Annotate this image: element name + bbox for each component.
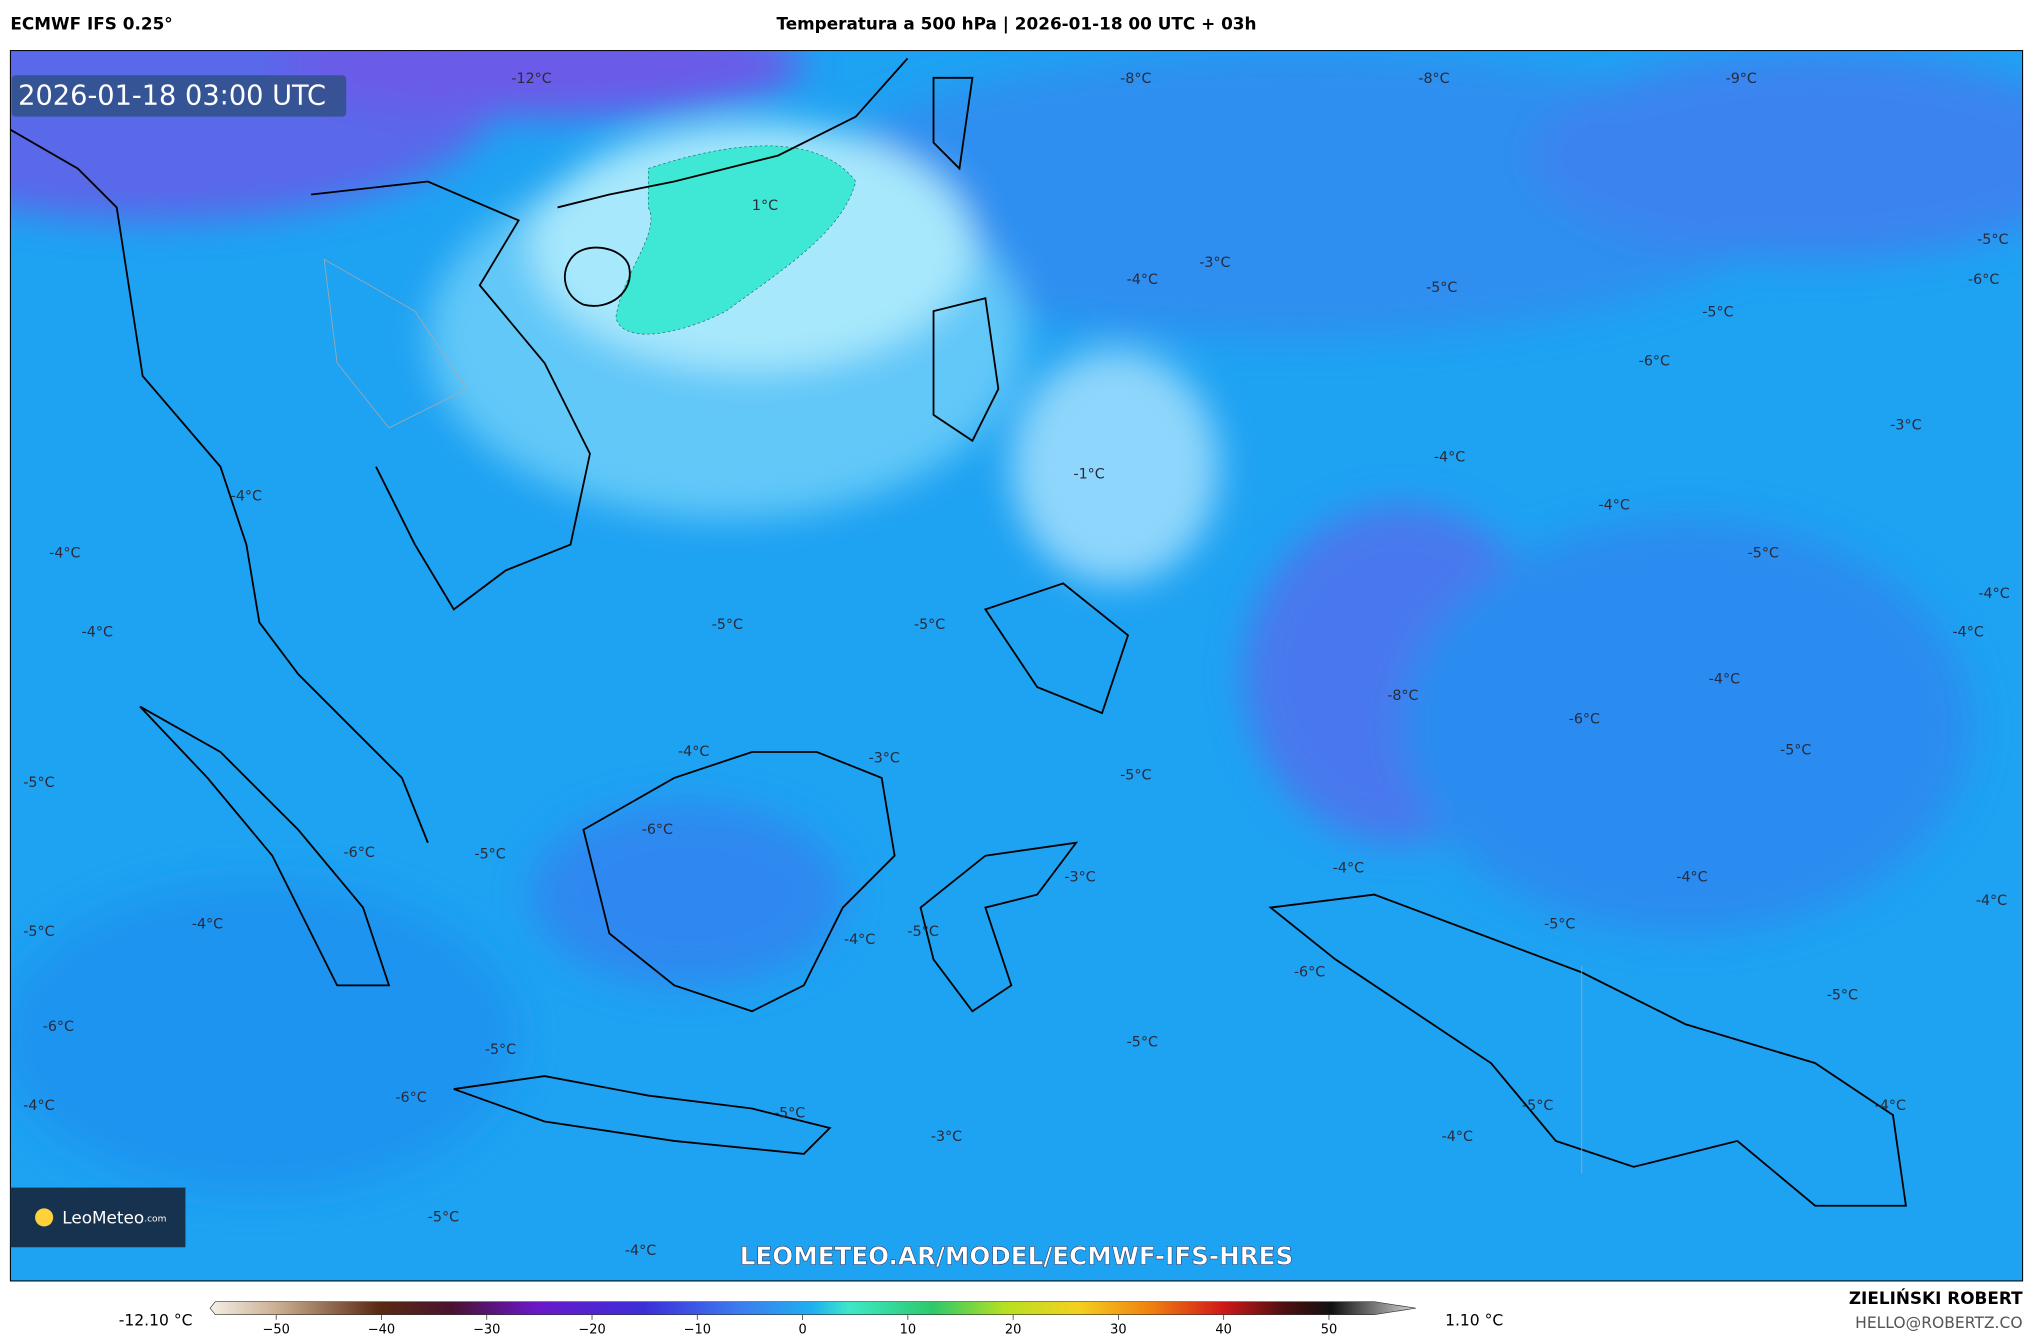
temperature-label: -4°C bbox=[1127, 272, 1158, 288]
temperature-label: -5°C bbox=[1120, 767, 1151, 783]
temperature-label: -5°C bbox=[1544, 916, 1575, 932]
temperature-label: -3°C bbox=[931, 1129, 962, 1145]
temperature-label: -5°C bbox=[23, 924, 54, 940]
colorbar-min: -12.10 °C bbox=[119, 1312, 193, 1330]
temperature-label: -5°C bbox=[485, 1042, 516, 1058]
temperature-label: -6°C bbox=[1639, 354, 1670, 370]
map-frame bbox=[9, 50, 2024, 1282]
temperature-label: -5°C bbox=[23, 775, 54, 791]
colorbar-tick-label: 30 bbox=[1110, 1323, 1126, 1338]
timestamp: 2026-01-18 03:00 UTC bbox=[18, 81, 326, 112]
temperature-label: -6°C bbox=[395, 1090, 426, 1106]
temperature-label: -6°C bbox=[1294, 964, 1325, 980]
temperature-label: -5°C bbox=[428, 1209, 459, 1225]
colorbar-tick-label: 40 bbox=[1215, 1323, 1231, 1338]
temperature-label: -3°C bbox=[1064, 870, 1095, 886]
temperature-label: -4°C bbox=[231, 489, 262, 505]
colorbar-bar bbox=[209, 1301, 1416, 1315]
email: HELLO@ROBERTZ.CO bbox=[1855, 1314, 2022, 1332]
colorbar-tick-label: −30 bbox=[473, 1323, 500, 1338]
colorbar-tick-label: 0 bbox=[798, 1323, 806, 1338]
colorbar-tick-label: 50 bbox=[1321, 1323, 1337, 1338]
colorbar-tick-label: −40 bbox=[368, 1323, 395, 1338]
temperature-label: -5°C bbox=[1977, 232, 2008, 248]
author: ZIELIŃSKI ROBERT bbox=[1849, 1287, 2023, 1308]
temperature-label: -5°C bbox=[712, 617, 743, 633]
temperature-label: -4°C bbox=[678, 744, 709, 760]
logo-name: LeoMeteo bbox=[62, 1208, 144, 1228]
colorbar-tick-label: 10 bbox=[900, 1323, 916, 1338]
temperature-label: -4°C bbox=[192, 916, 223, 932]
warm-area bbox=[615, 145, 857, 335]
colorbar-max: 1.10 °C bbox=[1445, 1312, 1503, 1330]
temperature-label: -5°C bbox=[1127, 1034, 1158, 1050]
watermark: LEOMETEO.AR/MODEL/ECMWF-IFS-HRES bbox=[740, 1242, 1293, 1271]
temperature-label: -6°C bbox=[43, 1019, 74, 1035]
temperature-label: -5°C bbox=[1827, 988, 1858, 1004]
temperature-label: -4°C bbox=[1333, 861, 1364, 877]
temperature-label: -6°C bbox=[344, 845, 375, 861]
temperature-label: -8°C bbox=[1120, 71, 1151, 87]
colorbar-tick-label: −50 bbox=[263, 1323, 290, 1338]
temperature-label: -8°C bbox=[1387, 688, 1418, 704]
temperature-label: -4°C bbox=[23, 1098, 54, 1114]
logo-sun bbox=[35, 1208, 54, 1227]
map bbox=[10, 50, 2023, 1281]
temperature-label: -4°C bbox=[625, 1243, 656, 1259]
temperature-label: 1°C bbox=[752, 198, 778, 214]
temperature-label: -5°C bbox=[774, 1106, 805, 1122]
temperature-label: -4°C bbox=[1709, 671, 1740, 687]
temperature-label: -12°C bbox=[511, 71, 551, 87]
temperature-label: -4°C bbox=[1978, 586, 2009, 602]
colorbar-tick-label: −20 bbox=[578, 1323, 605, 1338]
temperature-label: -4°C bbox=[49, 546, 80, 562]
temperature-label: -6°C bbox=[642, 822, 673, 838]
temperature-labels: -12°C -8°C -8°C -9°C 1°C -3°C -4°C -5°C -5°C -6°C… bbox=[23, 71, 2009, 1259]
map-title: Temperatura a 500 hPa | 2026-01-18 00 UT… bbox=[776, 14, 1256, 34]
coastlines bbox=[10, 57, 1907, 1207]
model-name: ECMWF IFS 0.25° bbox=[10, 14, 172, 34]
colorbar-tick-label: 20 bbox=[1005, 1323, 1021, 1338]
temperature-label: -4°C bbox=[1976, 893, 2007, 909]
temperature-label: -5°C bbox=[908, 924, 939, 940]
temperature-label: -4°C bbox=[844, 932, 875, 948]
temperature-label: -4°C bbox=[1676, 870, 1707, 886]
temperature-label: -3°C bbox=[1890, 417, 1921, 433]
temperature-label: -4°C bbox=[1599, 498, 1630, 514]
temperature-label: -4°C bbox=[1875, 1098, 1906, 1114]
temperature-label: -3°C bbox=[869, 750, 900, 766]
temperature-label: -4°C bbox=[1952, 625, 1983, 641]
temperature-label: -4°C bbox=[1442, 1129, 1473, 1145]
temperature-label: -6°C bbox=[1968, 272, 1999, 288]
timestamp-box bbox=[11, 75, 347, 117]
temperature-label: -5°C bbox=[914, 617, 945, 633]
temperature-label: -5°C bbox=[1702, 304, 1733, 320]
temperature-label: -5°C bbox=[1748, 546, 1779, 562]
colorbar: −50 −40 −30 −20 −10 0 10 20 30 40 50 bbox=[209, 1301, 1416, 1338]
borders bbox=[323, 258, 1583, 1174]
temperature-label: -5°C bbox=[474, 846, 505, 862]
temperature-label: -1°C bbox=[1073, 467, 1104, 483]
temperature-label: -6°C bbox=[1569, 712, 1600, 728]
temperature-label: -4°C bbox=[1434, 450, 1465, 466]
logo-suffix: .com bbox=[144, 1214, 166, 1224]
logo-text: LeoMeteo.com bbox=[62, 1208, 166, 1228]
temperature-label: -9°C bbox=[1726, 71, 1757, 87]
temperature-label: -5°C bbox=[1522, 1098, 1553, 1114]
temperature-label: -5°C bbox=[1426, 280, 1457, 296]
colorbar-tick-label: −10 bbox=[684, 1323, 711, 1338]
temperature-label: -5°C bbox=[1780, 743, 1811, 759]
temperature-label: -3°C bbox=[1199, 255, 1230, 271]
temperature-label: -4°C bbox=[82, 625, 113, 641]
temperature-label: -8°C bbox=[1418, 71, 1449, 87]
